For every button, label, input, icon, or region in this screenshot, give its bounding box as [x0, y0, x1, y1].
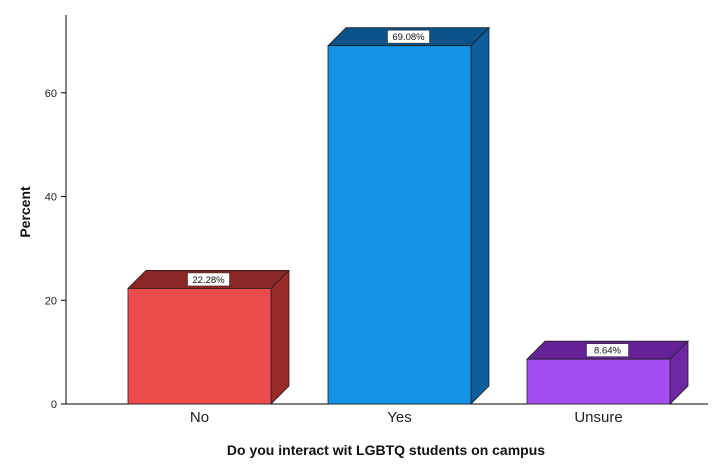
x-tick-label: No [190, 409, 209, 426]
y-ticks: 0 20 40 60 [45, 88, 66, 411]
bar-front-face [526, 358, 671, 405]
bar-yes [327, 26, 490, 405]
category-labels: No Yes Unsure [190, 409, 623, 426]
data-label-text: 8.64% [594, 346, 621, 357]
data-label: 69.08% [387, 29, 430, 44]
bars [127, 26, 689, 405]
data-label-box [586, 343, 629, 357]
data-label-box [187, 272, 230, 287]
bar-unsure [526, 340, 689, 405]
y-tick-label: 60 [45, 88, 57, 100]
bar-side-face [270, 269, 290, 405]
y-axis-title: Percent [17, 186, 33, 238]
data-label-text: 22.28% [192, 275, 225, 286]
y-tick-label: 40 [45, 192, 57, 204]
bar-no [127, 269, 290, 405]
bar-front-face [327, 45, 472, 405]
x-tick-label: Unsure [574, 409, 622, 426]
x-axis-title: Do you interact wit LGBTQ students on ca… [227, 442, 545, 458]
data-labels: 22.28% 69.08% 8.64% [187, 29, 629, 357]
data-label-box [387, 29, 430, 44]
data-label: 8.64% [586, 343, 629, 357]
data-label: 22.28% [187, 272, 230, 287]
data-label-text: 69.08% [392, 32, 425, 43]
bar-front-face [127, 288, 272, 405]
x-tick-label: Yes [387, 409, 411, 426]
y-tick-label: 20 [45, 295, 57, 307]
bar-side-face [470, 26, 490, 405]
y-tick-label: 0 [51, 399, 57, 411]
